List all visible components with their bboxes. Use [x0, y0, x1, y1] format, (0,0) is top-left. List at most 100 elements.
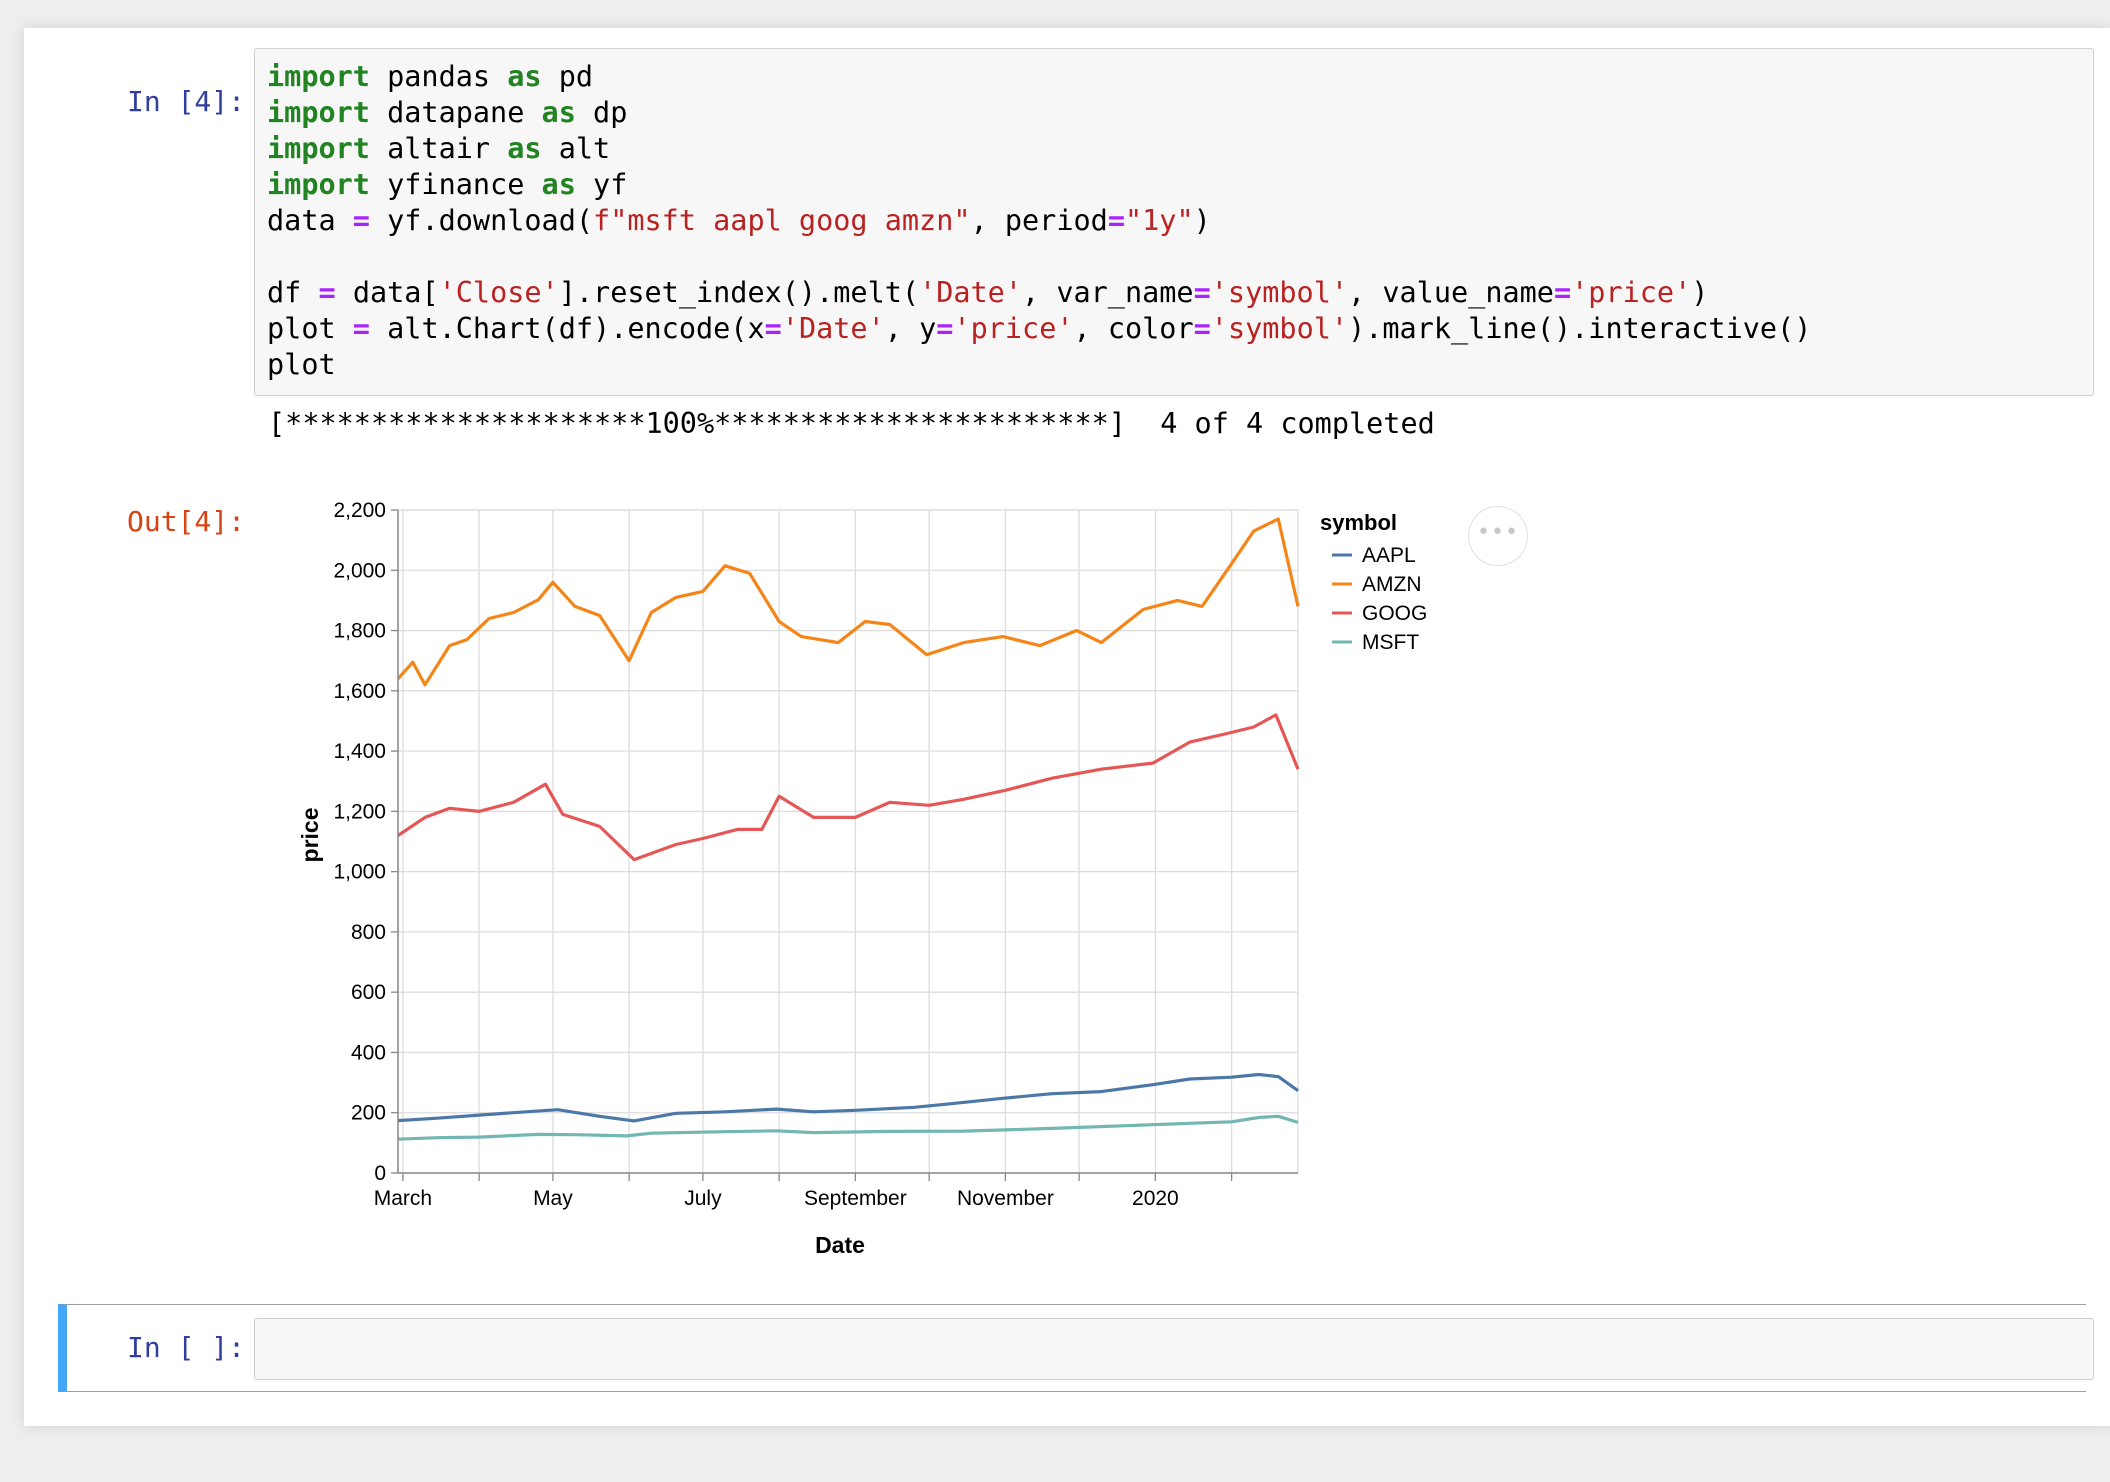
- code-token: ): [1691, 276, 1709, 309]
- code-operator: =: [764, 312, 782, 345]
- y-tick-label: 1,400: [333, 740, 386, 763]
- input-prompt: In [4]:: [127, 85, 246, 118]
- code-line: import pandas as pd: [267, 60, 593, 93]
- y-tick-label: 2,000: [333, 559, 386, 582]
- x-tick-label: May: [533, 1187, 573, 1210]
- y-tick-label: 800: [351, 921, 386, 944]
- code-token: alt: [541, 132, 611, 165]
- code-string: 'Date': [781, 312, 885, 345]
- code-string: 'Close': [438, 276, 559, 309]
- code-token: altair: [369, 132, 508, 165]
- series-line-msft[interactable]: [397, 1114, 1299, 1141]
- empty-cell-prompt: In [ ]:: [127, 1331, 246, 1364]
- code-string: 'symbol': [1210, 312, 1349, 345]
- code-keyword: as: [541, 168, 576, 201]
- code-operator: =: [1193, 276, 1211, 309]
- code-string: 'price': [1571, 276, 1692, 309]
- ellipsis-icon: •••: [1477, 520, 1519, 545]
- download-progress-output: [*********************100%**************…: [268, 407, 1435, 440]
- code-string: 'symbol': [1210, 276, 1349, 309]
- empty-code-input[interactable]: [254, 1318, 2094, 1380]
- y-tick-label: 1,200: [333, 800, 386, 823]
- code-string: 'Date': [919, 276, 1022, 309]
- code-operator: =: [1193, 312, 1211, 345]
- x-tick-label: November: [957, 1187, 1054, 1210]
- y-tick-label: 1,800: [333, 620, 386, 643]
- code-token: plot: [267, 348, 336, 381]
- code-token: , y: [884, 312, 937, 345]
- code-token: yf.download(: [369, 204, 594, 237]
- series-line-amzn[interactable]: [396, 517, 1300, 687]
- legend-label: AAPL: [1362, 544, 1416, 567]
- code-token: yf: [575, 168, 628, 201]
- code-line: plot: [267, 348, 336, 381]
- y-tick-label: 1,000: [333, 861, 386, 884]
- code-token: pd: [541, 60, 594, 93]
- code-keyword: import: [267, 132, 370, 165]
- code-keyword: import: [267, 96, 370, 129]
- code-operator: =: [1553, 276, 1572, 309]
- code-token: ): [1193, 204, 1211, 237]
- y-tick-label: 1,600: [333, 680, 386, 703]
- legend-title: symbol: [1320, 510, 1397, 535]
- code-token: dp: [575, 96, 628, 129]
- code-line: import altair as alt: [267, 132, 610, 165]
- y-tick-label: 0: [374, 1162, 386, 1185]
- code-string: "1y": [1124, 204, 1194, 237]
- code-token: pandas: [369, 60, 508, 93]
- price-line-chart[interactable]: 0 200 400 600 800 1,000 1,200 1,400 1,600 1,800 2,…: [290, 480, 1490, 1270]
- code-string: 'price': [953, 312, 1074, 345]
- code-keyword: import: [267, 60, 370, 93]
- x-tick-label: September: [804, 1187, 907, 1210]
- code-line: import datapane as dp: [267, 96, 627, 129]
- legend-label: MSFT: [1362, 631, 1419, 654]
- chart-lines[interactable]: [396, 517, 1300, 1141]
- legend-label: AMZN: [1362, 573, 1422, 596]
- code-operator: =: [1107, 204, 1125, 237]
- series-line-aapl[interactable]: [397, 1072, 1299, 1123]
- code-token: , var_name: [1022, 276, 1194, 309]
- code-token: df: [267, 276, 319, 309]
- code-operator: =: [352, 312, 370, 345]
- code-token: ).mark_line().interactive(): [1348, 312, 1812, 345]
- series-line-goog[interactable]: [397, 713, 1300, 862]
- y-tick-label: 600: [351, 981, 386, 1004]
- code-token: alt.Chart(df).encode(x: [369, 312, 765, 345]
- x-tick-label: July: [684, 1187, 722, 1210]
- code-keyword: as: [541, 96, 576, 129]
- output-prompt: Out[4]:: [127, 505, 246, 538]
- y-axis-title: price: [297, 808, 323, 863]
- chart-axes: 0 200 400 600 800 1,000 1,200 1,400 1,600 1,800 2,…: [333, 499, 1298, 1210]
- y-tick-label: 200: [351, 1102, 386, 1125]
- code-token: yfinance: [369, 168, 542, 201]
- code-keyword: as: [507, 60, 542, 93]
- code-operator: =: [936, 312, 954, 345]
- y-tick-label: 400: [351, 1041, 386, 1064]
- code-text[interactable]: import pandas as pd import datapane as d…: [267, 59, 1811, 383]
- empty-cell-selected[interactable]: [58, 1304, 2086, 1392]
- code-token: ].reset_index().melt(: [558, 276, 920, 309]
- code-operator: =: [318, 276, 336, 309]
- y-tick-label: 2,200: [333, 499, 386, 522]
- code-token: data: [267, 204, 353, 237]
- code-keyword: import: [267, 168, 370, 201]
- x-tick-label: March: [374, 1187, 432, 1210]
- code-token: , period: [970, 204, 1108, 237]
- code-token: datapane: [369, 96, 542, 129]
- code-operator: =: [352, 204, 370, 237]
- plot-frame: [397, 509, 1299, 1174]
- code-line: plot = alt.Chart(df).encode(x='Date', y=…: [267, 312, 1811, 345]
- code-token: , value_name: [1348, 276, 1554, 309]
- legend-label: GOOG: [1362, 602, 1427, 625]
- x-axis-title: Date: [815, 1232, 865, 1258]
- code-token: plot: [267, 312, 353, 345]
- code-token: , color: [1073, 312, 1194, 345]
- code-keyword: as: [507, 132, 542, 165]
- code-token: data[: [335, 276, 439, 309]
- code-string: f"msft aapl goog amzn": [593, 204, 971, 237]
- code-line: import yfinance as yf: [267, 168, 627, 201]
- chart-actions-button[interactable]: •••: [1468, 506, 1528, 566]
- x-tick-label: 2020: [1132, 1187, 1179, 1210]
- chart-legend: symbol AAPL AMZN GOOG MSFT: [1320, 510, 1427, 654]
- code-cell-input[interactable]: import pandas as pd import datapane as d…: [254, 48, 2094, 396]
